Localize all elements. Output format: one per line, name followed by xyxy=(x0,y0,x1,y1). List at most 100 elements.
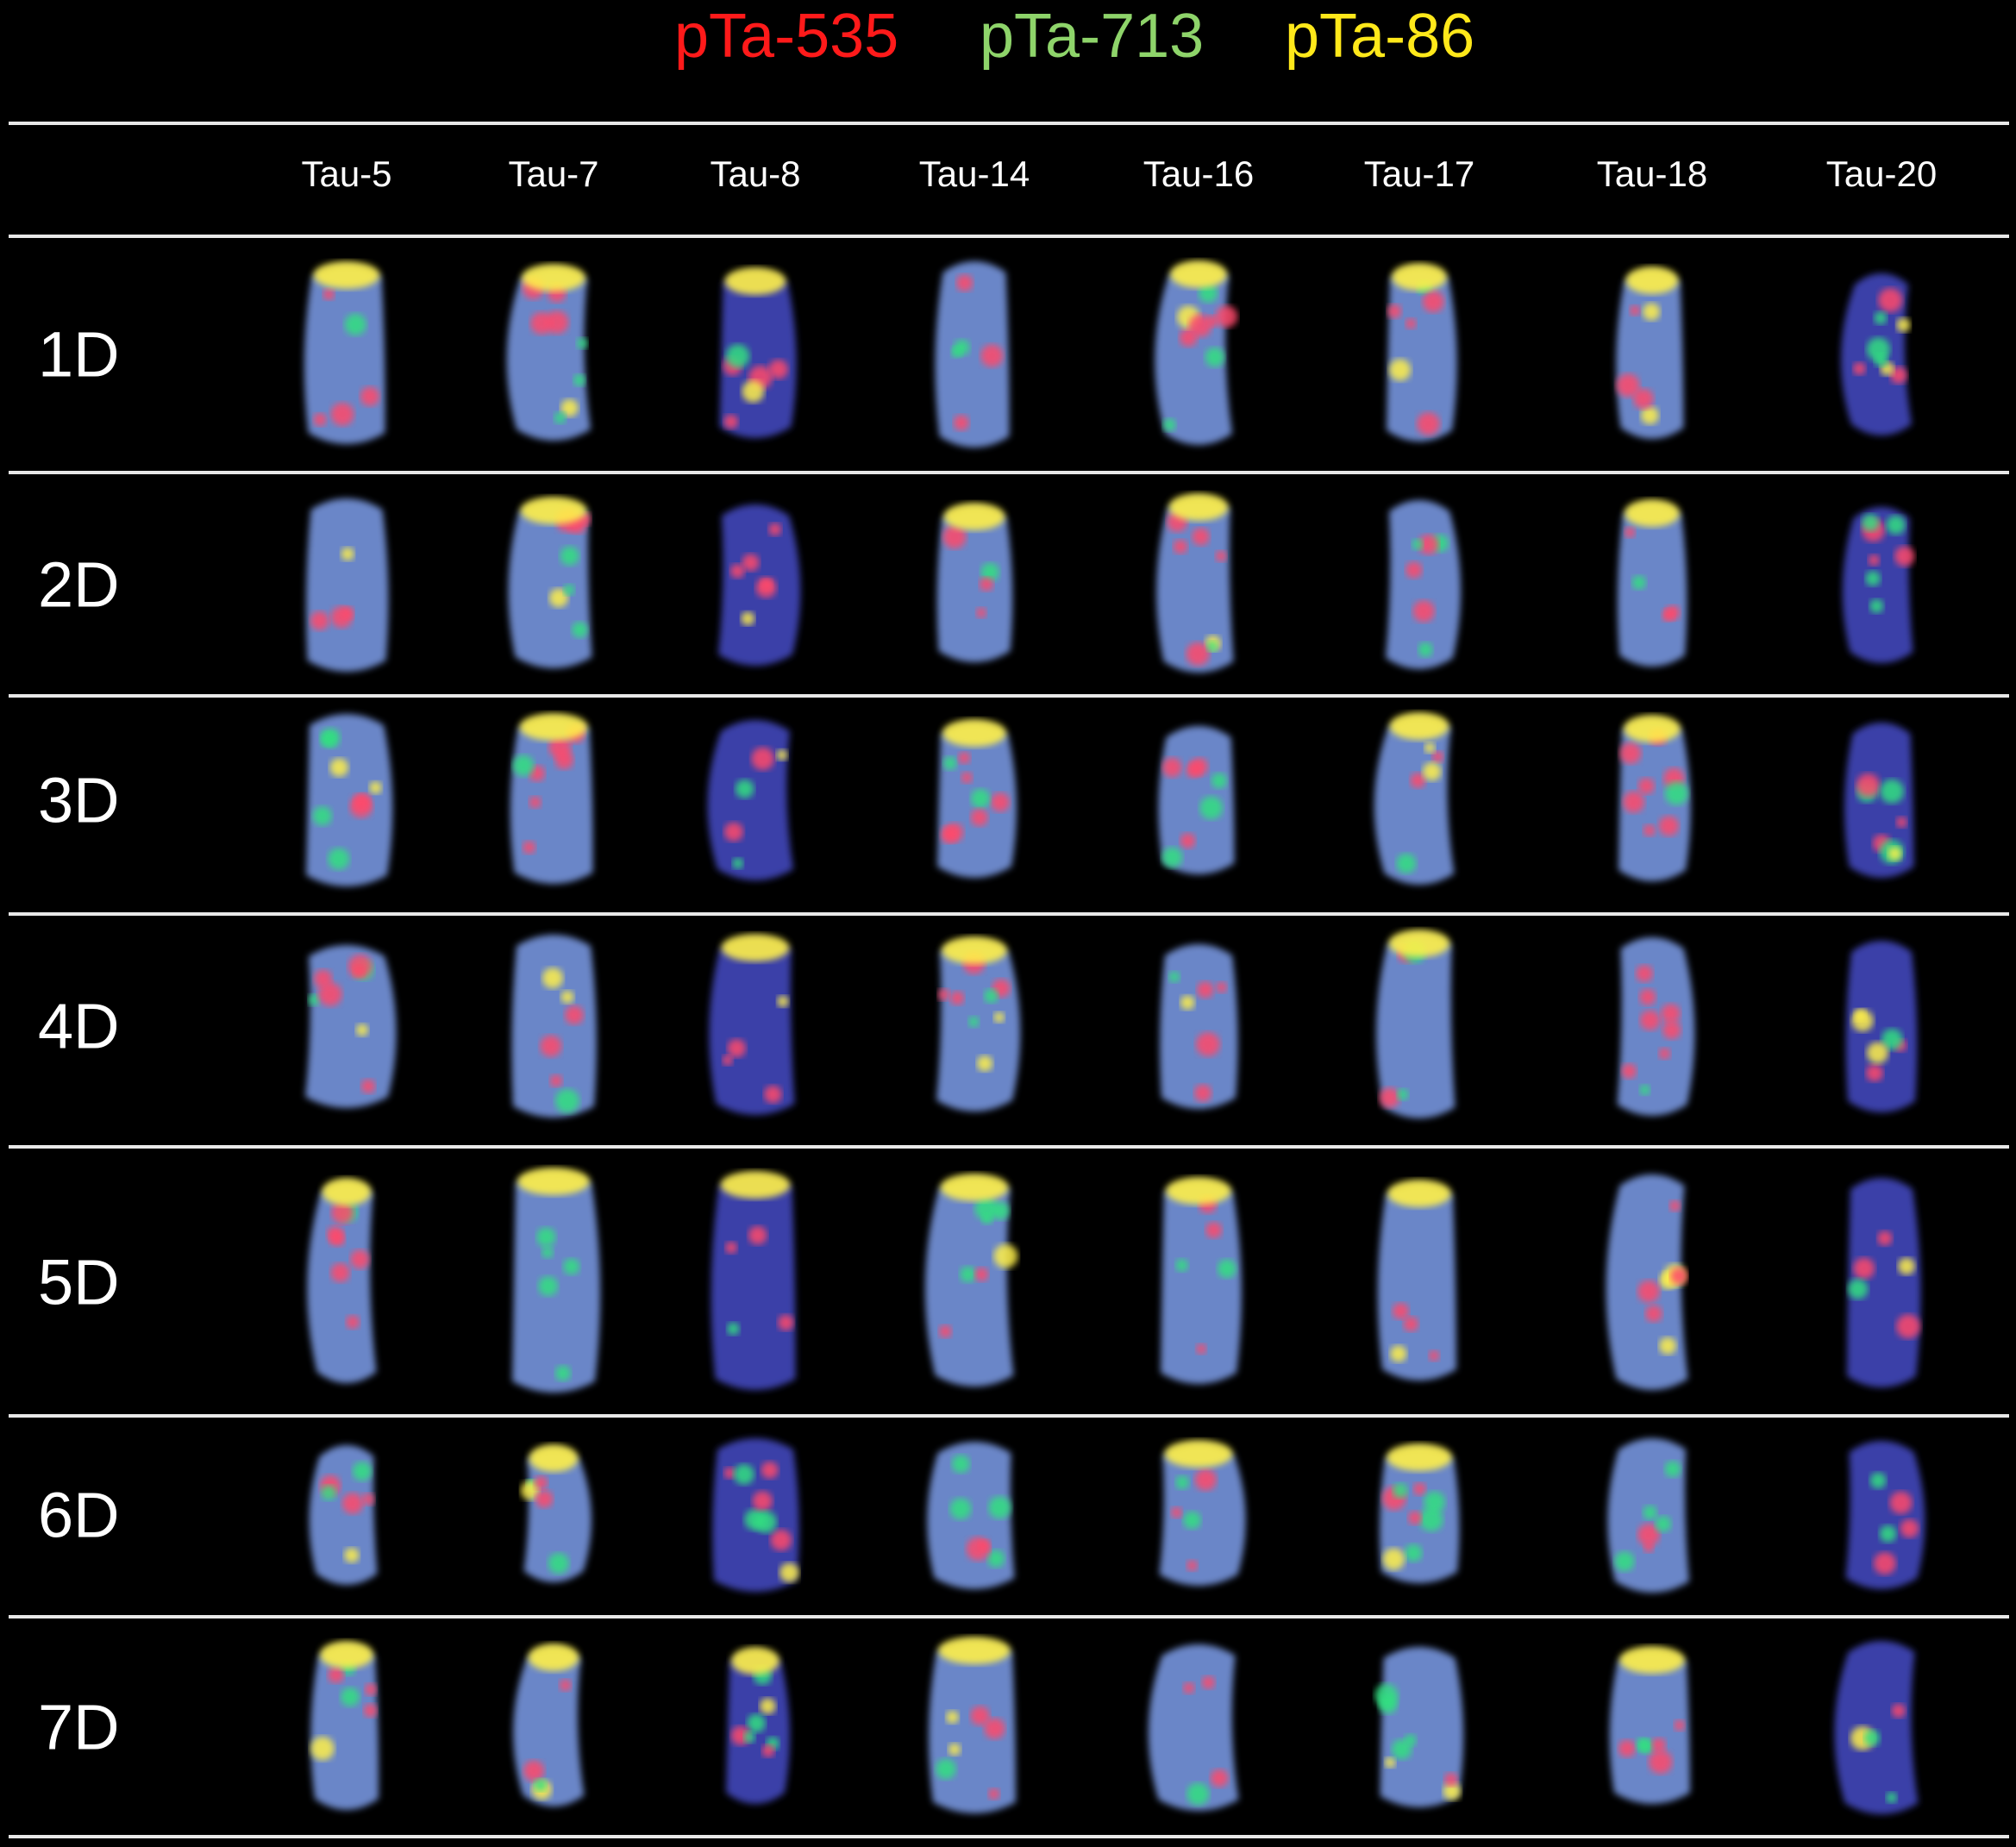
telomere-signal xyxy=(1388,930,1450,957)
fish-signal-spot xyxy=(1417,412,1440,435)
fish-signal-spot xyxy=(1852,362,1866,375)
chromosome-7d-tau-16 xyxy=(1148,1644,1239,1811)
fish-signal-spot xyxy=(742,379,765,403)
fish-signal-spot xyxy=(1664,1460,1681,1477)
fish-signal-spot xyxy=(730,563,745,579)
fish-signal-spot xyxy=(954,339,970,356)
chromosome-4d-tau-14 xyxy=(936,936,1021,1111)
fish-signal-spot xyxy=(742,553,760,571)
fish-signal-spot xyxy=(948,1743,961,1756)
column-label-tau-16: Tau-16 xyxy=(1143,153,1255,194)
telomere-signal xyxy=(940,1174,1009,1201)
fish-signal-spot xyxy=(1890,366,1907,385)
fish-signal-spot xyxy=(1192,527,1210,546)
fish-signal-spot xyxy=(1631,574,1646,590)
fish-signal-spot xyxy=(1186,642,1210,666)
fish-signal-spot xyxy=(321,731,336,747)
fish-signal-spot xyxy=(318,981,342,1006)
fish-signal-spot xyxy=(1389,359,1412,381)
fish-signal-spot xyxy=(937,988,950,1001)
fish-signal-spot xyxy=(1874,353,1888,367)
fish-signal-spot xyxy=(1397,1088,1409,1100)
fish-signal-spot xyxy=(563,584,575,596)
fish-signal-spot xyxy=(761,1461,779,1479)
chromosome-3d-tau-20 xyxy=(1844,723,1914,878)
fish-signal-spot xyxy=(1197,980,1214,999)
fish-signal-spot xyxy=(1396,853,1417,873)
fish-signal-spot xyxy=(1408,1510,1422,1525)
chromosome-3d-tau-8 xyxy=(707,720,793,880)
fish-signal-spot xyxy=(747,1713,766,1732)
fish-signal-spot xyxy=(1888,846,1902,861)
fish-signal-spot xyxy=(1856,773,1881,798)
row-label-4d: 4D xyxy=(38,990,120,1062)
column-label-tau-5: Tau-5 xyxy=(301,153,392,194)
fish-signal-spot xyxy=(951,1454,970,1473)
fish-signal-spot xyxy=(976,1055,993,1072)
chromosome-body xyxy=(719,271,797,438)
telomere-signal xyxy=(519,712,588,741)
fish-signal-spot xyxy=(1161,847,1183,868)
fish-signal-spot xyxy=(1170,1506,1182,1518)
fish-signal-spot xyxy=(755,576,777,598)
fish-signal-spot xyxy=(993,1243,1018,1268)
fish-signal-spot xyxy=(958,751,971,764)
fish-signal-spot xyxy=(1216,981,1227,993)
fish-signal-spot xyxy=(1403,1316,1419,1332)
fish-signal-spot xyxy=(369,781,382,794)
fish-signal-spot xyxy=(1405,317,1417,329)
chromosome-1d-tau-14 xyxy=(935,261,1010,448)
fish-signal-spot xyxy=(722,1054,733,1066)
fish-signal-spot xyxy=(1422,761,1442,780)
chromosome-1d-tau-8 xyxy=(719,266,797,438)
probe-legend: pTa-535 pTa-713 pTa-86 xyxy=(0,0,2016,78)
telomere-signal xyxy=(313,260,380,289)
fish-signal-spot xyxy=(1392,1739,1412,1760)
telomere-signal xyxy=(1168,492,1229,521)
fish-signal-spot xyxy=(548,588,568,608)
fish-signal-spot xyxy=(961,771,973,783)
fish-signal-spot xyxy=(960,1266,976,1283)
fish-signal-spot xyxy=(981,1212,993,1225)
fish-signal-spot xyxy=(362,1493,375,1506)
fish-signal-spot xyxy=(535,1489,554,1508)
telomere-signal xyxy=(517,1168,590,1195)
chromosome-3d-tau-18 xyxy=(1618,715,1691,881)
fish-signal-spot xyxy=(1198,283,1218,303)
fish-signal-spot xyxy=(752,1491,773,1512)
fish-signal-spot xyxy=(944,822,964,842)
fish-signal-spot xyxy=(1661,1003,1681,1024)
fish-signal-spot xyxy=(1392,1302,1410,1320)
fish-signal-spot xyxy=(1645,1305,1662,1323)
chromosome-4d-tau-16 xyxy=(1160,943,1238,1109)
fish-signal-spot xyxy=(741,610,755,625)
fish-signal-spot xyxy=(768,359,788,379)
column-label-tau-8: Tau-8 xyxy=(710,153,801,194)
fish-signal-spot xyxy=(975,607,986,618)
probe-label-pta-86: pTa-86 xyxy=(1285,2,1475,71)
fish-signal-spot xyxy=(1877,1230,1893,1246)
fish-signal-spot xyxy=(1649,1750,1673,1775)
fish-signal-spot xyxy=(1658,816,1680,836)
fish-signal-spot xyxy=(308,993,320,1005)
fish-signal-spot xyxy=(1889,1491,1913,1514)
fish-signal-spot xyxy=(1868,554,1880,566)
fish-signal-spot xyxy=(565,1005,584,1025)
fish-signal-spot xyxy=(1180,994,1195,1010)
fish-signal-spot xyxy=(1374,1683,1399,1707)
fish-signal-spot xyxy=(346,1314,360,1329)
fish-signal-spot xyxy=(1633,388,1654,409)
fish-signal-spot xyxy=(942,755,957,770)
chromosome-4d-tau-8 xyxy=(709,933,795,1115)
fish-signal-spot xyxy=(1658,1047,1671,1060)
fish-signal-spot xyxy=(312,806,332,826)
fish-signal-spot xyxy=(1900,1518,1919,1538)
chromosome-1d-tau-18 xyxy=(1616,266,1684,439)
chromosome-body xyxy=(1387,267,1457,441)
fish-signal-spot xyxy=(974,1197,998,1220)
fish-signal-spot xyxy=(1614,1550,1635,1571)
fish-signal-spot xyxy=(1183,1681,1195,1694)
fish-signal-spot xyxy=(760,1697,776,1714)
fish-signal-spot xyxy=(349,794,373,818)
fish-signal-spot xyxy=(314,968,333,988)
